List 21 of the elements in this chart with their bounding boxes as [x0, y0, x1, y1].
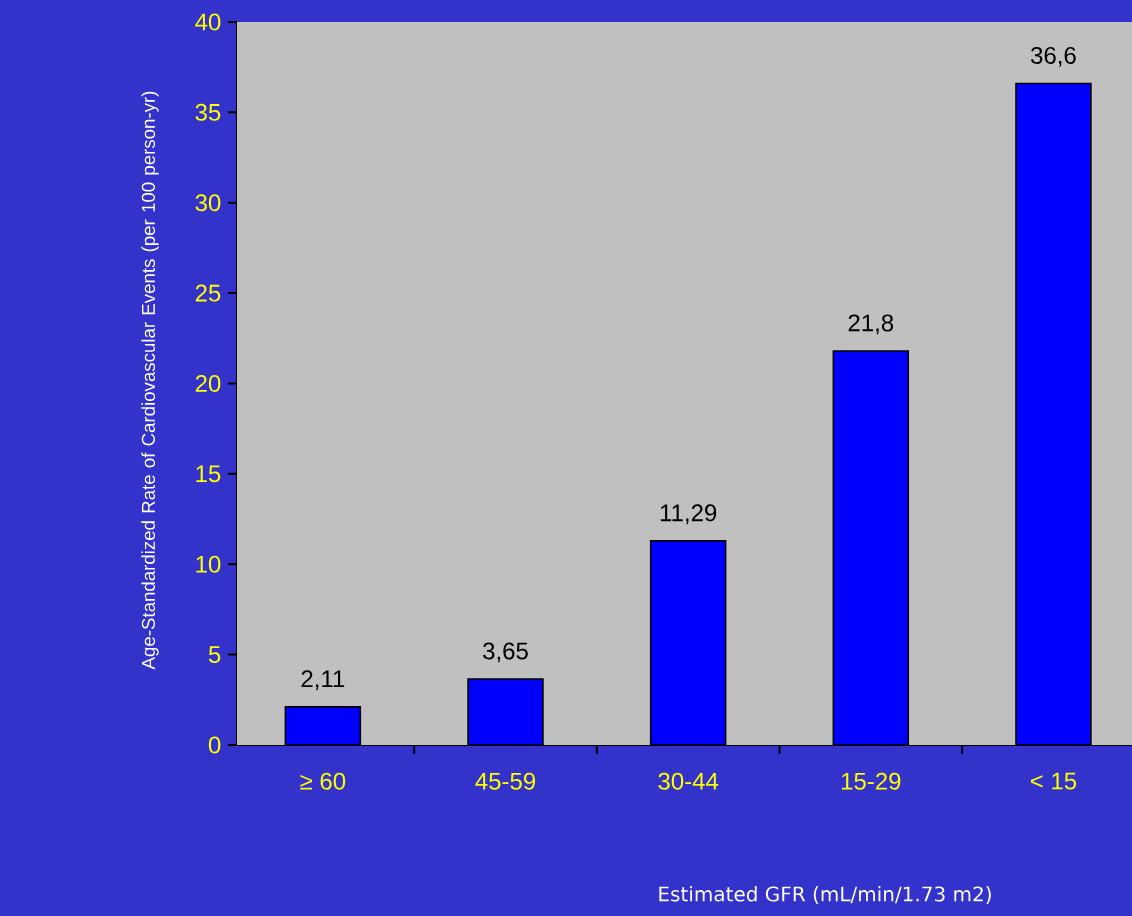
data-label: 21,8	[848, 314, 894, 335]
y-tick-label: 20	[195, 374, 221, 392]
y-tick-label: 25	[195, 284, 221, 302]
data-label: 2,11	[301, 670, 345, 691]
data-label: 36,6	[1031, 46, 1076, 67]
x-tick-label: 45-59	[475, 772, 536, 790]
y-tick-label: 0	[208, 736, 221, 754]
x-axis-title: Estimated GFR (mL/min/1.73 m2)	[659, 886, 991, 904]
y-tick-label: 30	[195, 194, 221, 212]
x-tick-label: 15-29	[841, 772, 901, 790]
x-tick-label: < 15	[1030, 772, 1077, 790]
y-tick-label: 40	[195, 13, 221, 31]
y-tick-label: 15	[196, 465, 221, 483]
y-tick-label: 35	[195, 103, 221, 121]
y-axis-title: Age-Standardized Rate of Cardiovascular Events (per 100 person-yr)	[141, 91, 159, 670]
y-tick-label: 10	[196, 555, 221, 573]
x-tick-label: 30-44	[658, 772, 719, 790]
y-tick-label: 5	[208, 646, 221, 663]
data-label: 3,65	[483, 642, 528, 663]
x-tick-label: ≥ 60	[300, 772, 346, 790]
data-label: 11,29	[660, 504, 717, 525]
